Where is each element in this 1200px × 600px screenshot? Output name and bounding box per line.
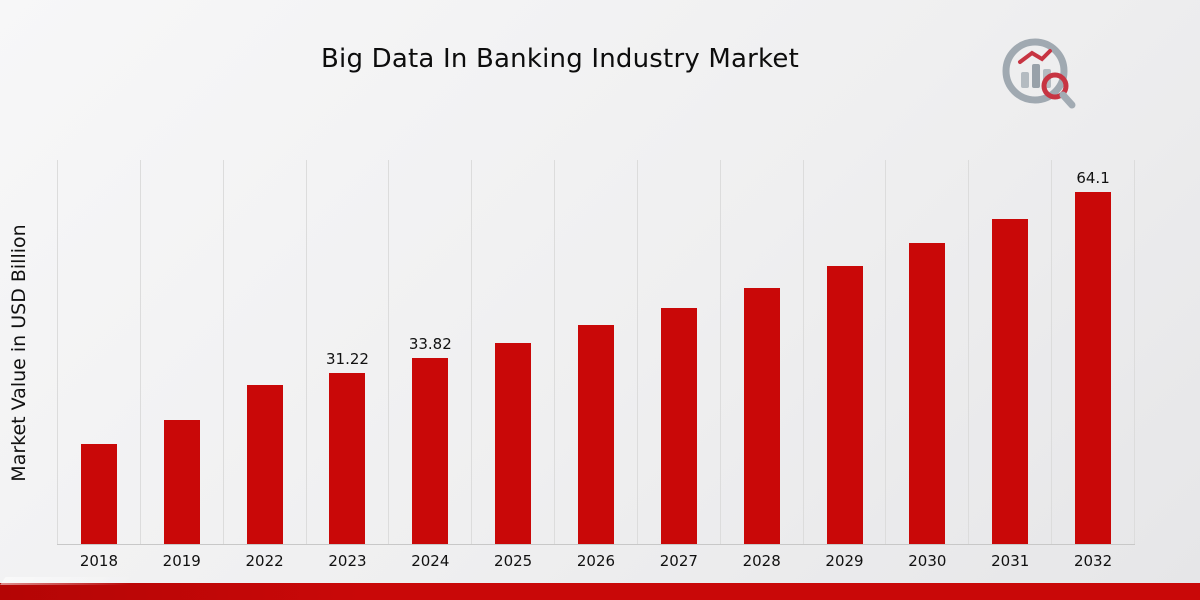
bar-2022 bbox=[246, 385, 283, 544]
bar-2023: 31.22 bbox=[326, 350, 369, 544]
bar-2019 bbox=[163, 420, 200, 544]
magnifier-icon bbox=[1041, 72, 1069, 100]
chart-column: 2029 bbox=[802, 160, 886, 570]
x-tick-label: 2024 bbox=[411, 552, 450, 570]
x-tick-label: 2032 bbox=[1073, 552, 1113, 570]
x-tick-label: 2030 bbox=[908, 552, 947, 570]
bar-2028 bbox=[743, 288, 780, 544]
chart-column: 2019 bbox=[139, 160, 223, 570]
chart-column: 33.82 2024 bbox=[388, 160, 471, 570]
bar-2024: 33.82 bbox=[409, 335, 452, 544]
x-tick-label: 2023 bbox=[328, 552, 367, 570]
chart-column: 2018 bbox=[57, 160, 140, 570]
bar-2029 bbox=[826, 266, 863, 544]
bar-2030 bbox=[909, 242, 946, 544]
x-tick-label: 2019 bbox=[162, 552, 201, 570]
bar-data-label: 33.82 bbox=[408, 335, 452, 354]
logo-trendline-icon bbox=[1018, 49, 1052, 64]
x-tick-label: 2025 bbox=[494, 552, 533, 570]
bar-2026 bbox=[577, 325, 614, 544]
chart-title: Big Data In Banking Industry Market bbox=[321, 44, 799, 74]
x-tick-label: 2022 bbox=[245, 552, 284, 570]
chart-column: 2031 bbox=[968, 160, 1051, 570]
bar-2032: 64.1 bbox=[1075, 169, 1112, 544]
chart-column: 2027 bbox=[636, 160, 720, 570]
x-tick-label: 2018 bbox=[79, 552, 119, 570]
logo-bar-icon bbox=[1032, 64, 1040, 88]
chart-column: 64.1 2032 bbox=[1051, 160, 1135, 570]
logo-bar-icon bbox=[1021, 72, 1029, 88]
bar-data-label: 64.1 bbox=[1076, 169, 1110, 188]
x-tick-label: 2026 bbox=[576, 552, 616, 570]
bar-chart-plot: 2018 2019 2022 31.22 2023 33.82 2024 2025 2026 20… bbox=[57, 160, 1135, 570]
magnifier-handle-icon bbox=[1059, 91, 1076, 109]
x-tick-label: 2029 bbox=[825, 552, 864, 570]
analytics-logo-icon bbox=[1002, 38, 1076, 109]
y-axis-label: Market Value in USD Billion bbox=[8, 224, 30, 482]
x-tick-label: 2031 bbox=[991, 552, 1030, 570]
bar-2025 bbox=[495, 343, 532, 544]
bar-2031 bbox=[992, 219, 1029, 544]
footer-ribbon bbox=[0, 583, 1200, 600]
chart-column: 2022 bbox=[222, 160, 306, 570]
chart-column: 2028 bbox=[719, 160, 803, 570]
bar-data-label: 31.22 bbox=[325, 349, 369, 368]
brand-logo bbox=[998, 34, 1082, 118]
logo-ring bbox=[1002, 38, 1068, 104]
bar-2018 bbox=[80, 444, 117, 544]
x-tick-label: 2028 bbox=[742, 552, 781, 570]
chart-column: 31.22 2023 bbox=[305, 160, 389, 570]
chart-column: 2025 bbox=[471, 160, 554, 570]
bar-2027 bbox=[660, 308, 697, 544]
footer-ribbon-accent bbox=[0, 577, 136, 585]
x-tick-label: 2027 bbox=[659, 552, 698, 570]
chart-column: 2026 bbox=[554, 160, 637, 570]
chart-column: 2030 bbox=[885, 160, 968, 570]
